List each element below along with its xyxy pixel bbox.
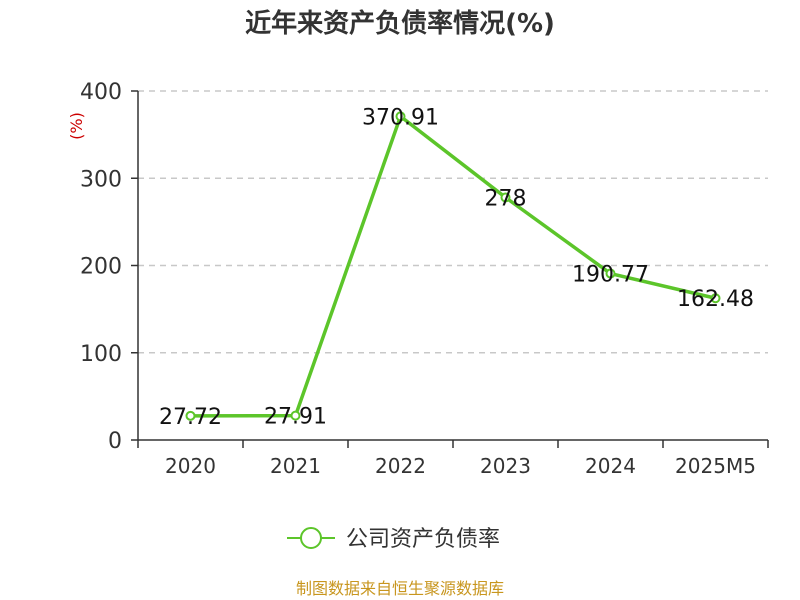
data-point [395,111,406,122]
x-tick-labels: 2020 2021 2022 2023 2024 2025M5 [165,454,756,478]
data-point [290,410,301,421]
legend-marker-icon [300,527,322,549]
data-label: 278 [485,186,527,211]
data-point [605,268,616,279]
data-point [500,192,511,203]
data-label: 27.72 [159,405,222,430]
data-label: 370.91 [362,105,439,130]
x-tick-label: 2021 [270,454,321,478]
legend-label: 公司资产负债率 [346,527,500,552]
x-tick-label: 2024 [585,454,636,478]
data-point [710,293,721,304]
x-tick-label: 2022 [375,454,426,478]
y-tick-label: 300 [80,167,122,192]
x-tick-label: 2020 [165,454,216,478]
data-label: 162.48 [677,287,754,312]
data-label: 190.77 [572,263,649,288]
y-tick-label: 0 [108,429,122,454]
y-axis-label: (%) [67,112,86,140]
data-label: 27.91 [264,405,327,430]
y-tick-label: 400 [80,80,122,105]
data-point [185,410,196,421]
y-tick-label: 100 [80,342,122,367]
y-tick-labels: 0 100 200 300 400 [80,80,122,454]
source-note: 制图数据来自恒生聚源数据库 [296,579,504,598]
axes [131,90,769,448]
y-tick-label: 200 [80,255,122,280]
legend[interactable]: 公司资产负债率 [287,527,500,552]
gridlines [138,90,768,354]
series-line [190,114,716,418]
x-tick-label: 2023 [480,454,531,478]
data-labels: 27.72 27.91 370.91 278 190.77 162.48 [159,105,754,429]
series [185,111,721,421]
chart-title: 近年来资产负债率情况(%) [245,8,555,39]
x-tick-label: 2025M5 [675,454,756,478]
